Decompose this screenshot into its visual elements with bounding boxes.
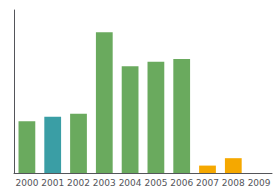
svg-text:2008: 2008 (222, 178, 245, 188)
svg-text:2001: 2001 (41, 178, 64, 188)
svg-text:2009: 2009 (248, 178, 271, 188)
svg-text:2006: 2006 (170, 178, 193, 188)
svg-text:2002: 2002 (67, 178, 90, 188)
svg-text:2004: 2004 (119, 178, 142, 188)
svg-text:2005: 2005 (144, 178, 167, 188)
svg-text:2007: 2007 (196, 178, 219, 188)
svg-text:2003: 2003 (93, 178, 116, 188)
svg-text:2000: 2000 (15, 178, 38, 188)
